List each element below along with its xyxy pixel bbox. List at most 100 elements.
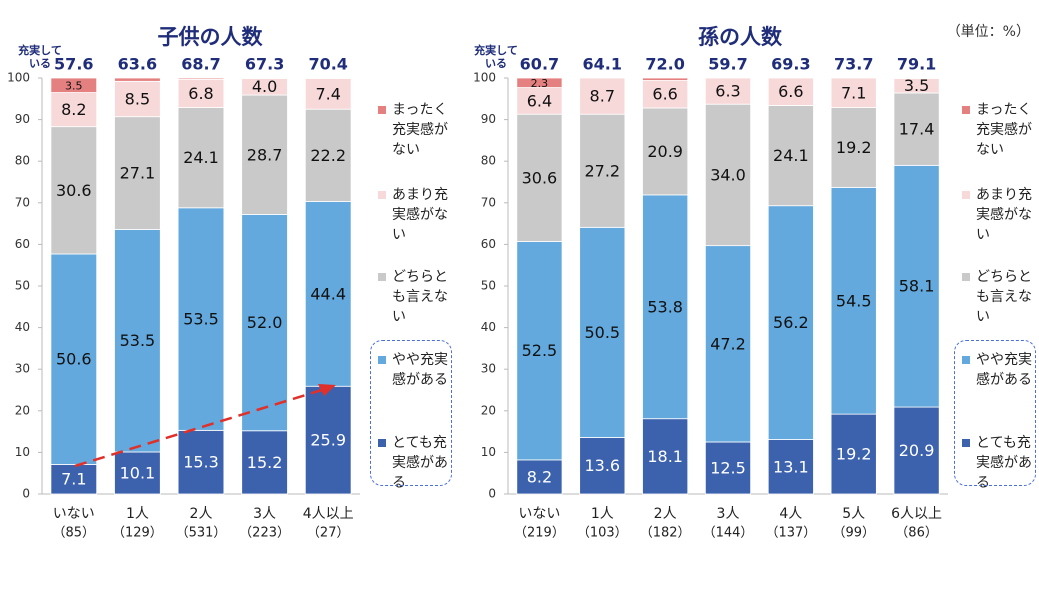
bar-segment <box>830 413 877 495</box>
trend-arrow-head <box>318 384 336 396</box>
value-label: 44.4 <box>310 284 346 303</box>
legend-label: とても充実感がある <box>392 435 448 491</box>
value-label: 8.2 <box>61 100 86 119</box>
bar-segment <box>304 385 352 495</box>
y-tick-label: 20 <box>15 403 30 417</box>
y-tick-label: 40 <box>481 320 496 334</box>
value-label: 6.4 <box>527 91 552 110</box>
bar-segment <box>114 80 161 118</box>
bar-segment <box>767 439 814 495</box>
value-label: 12.5 <box>710 459 746 478</box>
bar-segment <box>830 77 877 108</box>
legend-swatch <box>962 106 970 114</box>
bar-segment <box>767 77 814 106</box>
bar-segment <box>516 241 563 461</box>
legend-label: やや充実感がある <box>392 352 448 388</box>
legend-swatch <box>962 356 970 364</box>
value-label: 8.7 <box>590 87 615 106</box>
total-value: 70.4 <box>308 55 347 74</box>
value-label: 27.1 <box>120 164 156 183</box>
bar-segment <box>767 105 814 207</box>
value-label: 50.5 <box>584 323 620 342</box>
bar-segment <box>50 126 98 255</box>
legend-label: とても充実感がある <box>976 435 1032 491</box>
bar-segment <box>177 107 225 209</box>
value-label: 4.0 <box>252 77 277 96</box>
bar-segment <box>642 77 689 81</box>
bar-segment <box>177 207 225 431</box>
value-label: 34.0 <box>710 165 746 184</box>
bar-segment <box>114 116 161 230</box>
bar-segment <box>241 430 288 495</box>
trend-arrow <box>74 388 323 468</box>
value-label: 15.2 <box>247 453 283 472</box>
x-tick-label: いない <box>53 506 95 522</box>
value-label: 47.2 <box>710 334 746 353</box>
sample-size: （85） <box>53 526 96 541</box>
x-tick-label: 4人 <box>779 506 802 522</box>
value-label: 53.5 <box>183 310 219 329</box>
y-tick-label: 10 <box>481 445 496 459</box>
y-tick-label: 70 <box>15 195 30 209</box>
value-label: 20.9 <box>647 142 683 161</box>
y-tick-label: 80 <box>481 154 496 168</box>
legend-swatch <box>962 273 970 281</box>
value-label: 17.4 <box>899 120 935 139</box>
total-value: 64.1 <box>583 55 622 74</box>
legend-swatch <box>962 191 970 199</box>
value-label: 8.2 <box>527 467 552 486</box>
total-value: 60.7 <box>520 55 559 74</box>
bar-segment <box>516 87 563 115</box>
x-tick-label: 2人 <box>654 506 677 522</box>
bar-segment <box>516 459 563 495</box>
bar-segment <box>304 201 352 387</box>
y-tick-label: 40 <box>15 320 30 334</box>
sample-size: （531） <box>176 526 227 541</box>
y-tick-label: 50 <box>15 279 30 293</box>
legend-swatch <box>962 439 970 447</box>
bar-segment <box>893 406 940 495</box>
value-label: 6.3 <box>715 82 740 101</box>
chart-title: 孫の人数 <box>698 25 783 49</box>
bar-segment <box>893 92 940 166</box>
value-label: 27.2 <box>584 161 620 180</box>
y-tick-label: 10 <box>15 445 30 459</box>
x-tick-label: 2人 <box>190 506 213 522</box>
legend-label: どちらとも言えない <box>976 269 1032 325</box>
y-tick-label: 60 <box>481 237 496 251</box>
value-label: 53.5 <box>120 331 156 350</box>
sample-size: （99） <box>832 526 875 541</box>
value-label: 6.8 <box>188 84 213 103</box>
value-label: 6.6 <box>652 85 677 104</box>
bar-segment <box>579 226 626 438</box>
y-tick-label: 90 <box>481 112 496 126</box>
x-tick-label: いない <box>518 506 560 522</box>
total-value: 67.3 <box>245 55 284 74</box>
bar-segment <box>893 164 940 408</box>
y-tick-label: 30 <box>481 362 496 376</box>
sample-size: （27） <box>307 526 350 541</box>
bar-segment <box>304 78 352 110</box>
x-tick-label: 3人 <box>253 506 276 522</box>
sample-size: （86） <box>895 526 938 541</box>
value-label: 19.2 <box>836 138 872 157</box>
y-tick-label: 90 <box>15 112 30 126</box>
bar-segment <box>177 78 225 108</box>
legend-highlight <box>370 340 452 486</box>
sample-size: （219） <box>514 526 565 541</box>
sample-size: （223） <box>239 526 290 541</box>
value-label: 24.1 <box>183 148 219 167</box>
bar-segment <box>642 80 689 109</box>
value-label: 7.4 <box>315 84 340 103</box>
chart-title: 子供の人数 <box>158 25 264 49</box>
y-tick-label: 0 <box>22 487 30 501</box>
value-label: 3.5 <box>65 79 83 92</box>
value-label: 18.1 <box>647 447 683 466</box>
value-label: 30.6 <box>56 181 92 200</box>
value-label: 13.1 <box>773 457 809 476</box>
x-tick-label: 1人 <box>126 506 149 522</box>
value-label: 58.1 <box>899 277 935 296</box>
sample-size: （182） <box>640 526 691 541</box>
